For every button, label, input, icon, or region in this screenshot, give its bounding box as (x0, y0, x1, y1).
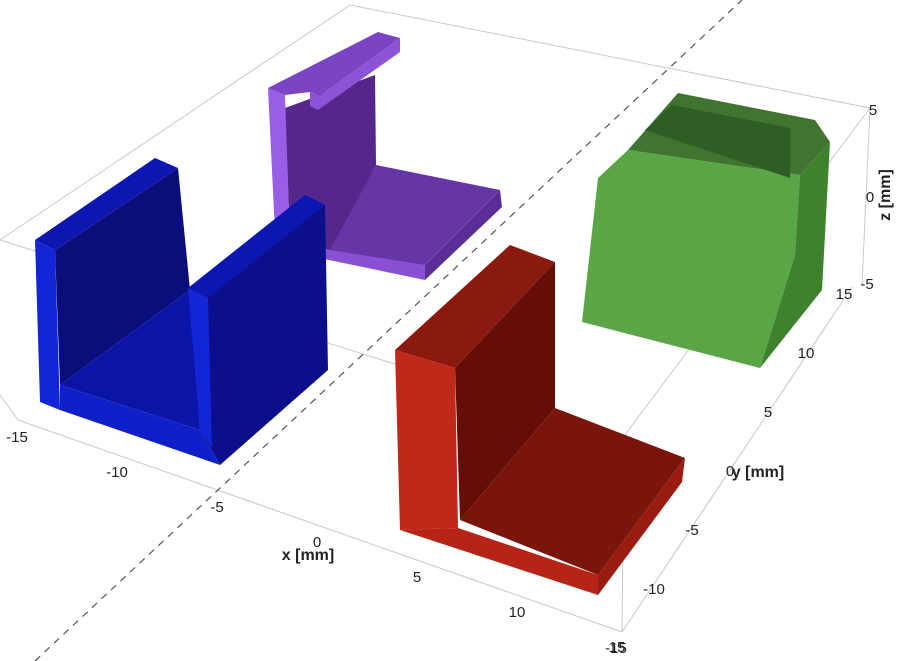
red-shape (395, 245, 685, 595)
y-axis-title: y [mm] (732, 464, 784, 481)
green-shape (582, 93, 830, 368)
z-tick-label: 5 (869, 102, 877, 119)
z-axis-title: z [mm] (877, 169, 894, 221)
y-tick-label: -5 (685, 522, 698, 539)
y-tick-label: 0 (726, 463, 734, 480)
x-tick-label: -15 (6, 429, 28, 446)
x-tick-label: 5 (413, 569, 421, 586)
x-tick-label: 10 (509, 604, 526, 621)
y-tick-label: 5 (764, 404, 772, 421)
x-axis-title: x [mm] (282, 547, 334, 564)
y-tick-label: 15 (836, 286, 853, 303)
z-tick-label: -5 (860, 276, 873, 293)
y-tick-label: 10 (798, 345, 815, 362)
x-tick-label: 0 (313, 534, 321, 551)
y-tick-label: -15 (605, 640, 627, 657)
y-tick-label: -10 (643, 581, 665, 598)
blue-shape (35, 158, 328, 465)
x-tick-label: 15 (609, 639, 626, 656)
x-tick-label: -5 (210, 499, 223, 516)
z-tick-label: 0 (866, 189, 874, 206)
x-tick-label: -10 (106, 464, 128, 481)
